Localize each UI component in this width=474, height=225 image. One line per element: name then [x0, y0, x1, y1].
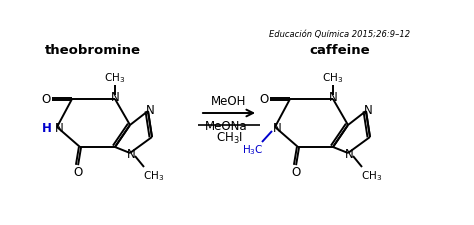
Text: CH$_3$I: CH$_3$I: [216, 130, 243, 145]
Text: O: O: [259, 93, 269, 106]
Text: O: O: [73, 166, 82, 179]
Text: CH$_3$: CH$_3$: [361, 168, 383, 182]
Text: N: N: [55, 121, 64, 134]
Text: MeOH: MeOH: [211, 95, 246, 108]
Text: H$_3$C: H$_3$C: [242, 142, 264, 156]
Text: N: N: [273, 121, 282, 134]
Text: H: H: [42, 122, 52, 135]
Text: caffeine: caffeine: [310, 44, 370, 57]
Text: theobromine: theobromine: [45, 44, 141, 57]
Text: N: N: [110, 91, 119, 104]
Text: MeONa: MeONa: [205, 119, 247, 132]
Text: N: N: [364, 104, 373, 117]
Text: N: N: [328, 91, 337, 104]
Text: N: N: [146, 104, 155, 117]
Text: CH$_3$: CH$_3$: [322, 71, 344, 85]
Text: N: N: [345, 147, 354, 160]
Text: CH$_3$: CH$_3$: [104, 71, 126, 85]
Text: O: O: [292, 166, 301, 179]
Text: O: O: [41, 93, 51, 106]
Text: CH$_3$: CH$_3$: [144, 168, 164, 182]
Text: Educación Química 2015;26:9–12: Educación Química 2015;26:9–12: [269, 29, 410, 38]
Text: N: N: [127, 147, 136, 160]
